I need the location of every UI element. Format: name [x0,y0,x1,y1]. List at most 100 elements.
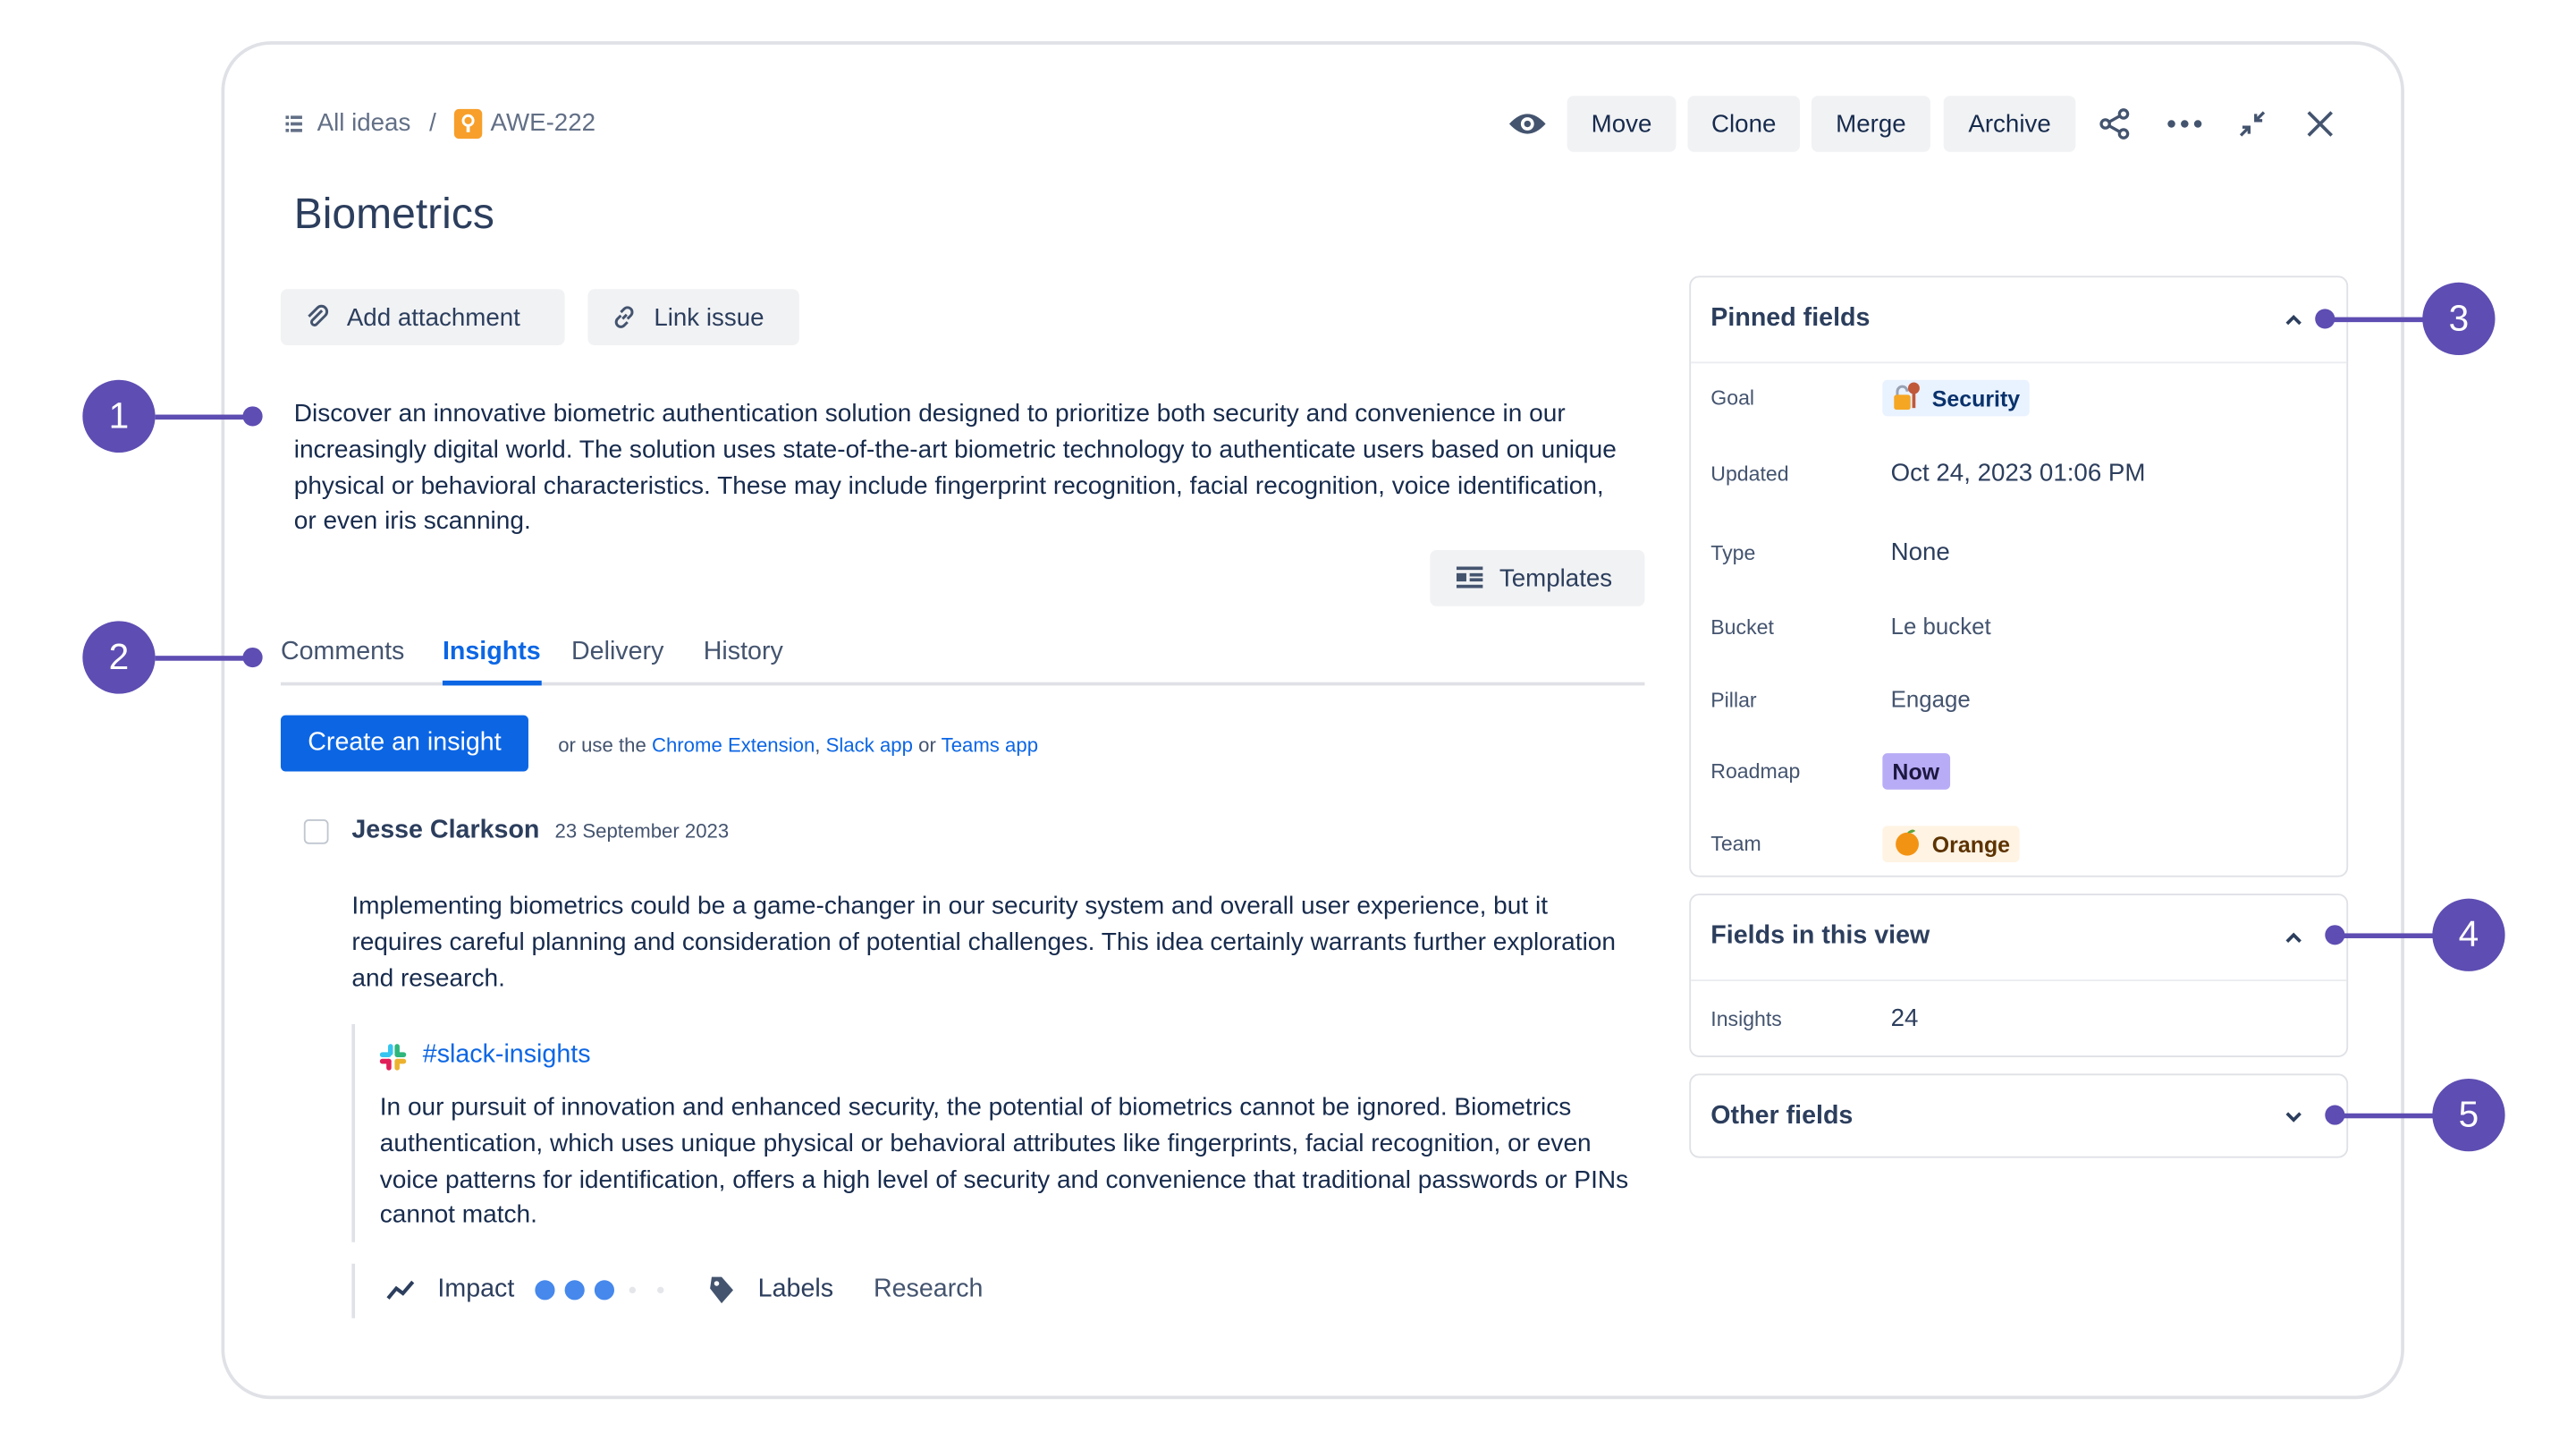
impact-dot-empty [657,1286,664,1294]
templates-label: Templates [1499,563,1613,593]
idea-description[interactable]: Discover an innovative biometric authent… [293,399,1617,537]
field-label-roadmap: Roadmap [1710,759,1801,784]
chevron-down-icon[interactable] [2282,1106,2305,1129]
annotation-dot-1 [242,406,263,427]
insight-checkbox[interactable] [303,819,329,844]
fields-in-view-panel: Fields in this view Insights 24 [1689,894,2349,1057]
goal-value: Security [1931,386,2021,411]
impact-rating[interactable] [535,1275,670,1305]
other-fields-panel[interactable]: Other fields [1689,1073,2349,1158]
type-value[interactable]: None [1890,538,1950,567]
quote-border [351,1024,356,1242]
chevron-up-icon[interactable] [2282,925,2305,948]
lock-key-icon [1892,381,1921,416]
impact-label: Impact [437,1275,515,1304]
idea-title[interactable]: Biometrics [293,188,494,238]
breadcrumb-all-ideas[interactable]: All ideas [317,108,411,138]
add-attachment-button[interactable]: Add attachment [280,289,565,345]
tab-delivery[interactable]: Delivery [570,637,664,666]
chrome-extension-link[interactable]: Chrome Extension [651,733,815,757]
roadmap-now-tag[interactable]: Now [1882,753,1950,790]
clone-button[interactable]: Clone [1687,96,1801,152]
impact-dot-filled [594,1280,615,1301]
teams-app-link[interactable]: Teams app [941,733,1039,757]
insights-count-value: 24 [1890,1004,1919,1033]
list-icon [284,114,304,133]
tab-comments[interactable]: Comments [280,637,405,666]
pinned-fields-title: Pinned fields [1710,303,1871,333]
paperclip-icon [304,304,331,331]
pillar-value[interactable]: Engage [1890,685,1971,712]
impact-dot-empty [629,1286,637,1294]
link-icon [611,304,638,331]
label-tag-research[interactable]: Research [873,1275,984,1304]
move-button[interactable]: Move [1567,96,1677,152]
tag-icon [706,1275,736,1305]
footer-border [351,1263,356,1318]
or-text: or [918,733,936,757]
insight-author: Jesse Clarkson [351,816,540,844]
field-label-bucket: Bucket [1710,615,1774,640]
field-label-goal: Goal [1710,386,1755,411]
field-label-type: Type [1710,541,1756,565]
team-tag[interactable]: Orange [1882,826,2021,863]
impact-trend-icon [384,1277,418,1304]
templates-button[interactable]: Templates [1430,549,1645,606]
annotation-line-1 [155,414,251,420]
collapse-icon[interactable] [2234,106,2271,142]
annotation-dot-2 [242,647,263,668]
tabs-divider [280,682,1645,686]
fields-in-view-header[interactable] [1691,895,2347,981]
field-label-updated: Updated [1710,462,1789,486]
slack-app-link[interactable]: Slack app [825,733,913,757]
annotation-line-3 [2325,317,2428,323]
annotation-marker-5: 5 [2432,1078,2505,1152]
tab-history[interactable]: History [703,637,783,666]
breadcrumb-issue-key[interactable]: AWE-222 [490,108,596,138]
field-label-pillar: Pillar [1710,689,1757,712]
labels-label: Labels [757,1275,834,1304]
field-label-insights: Insights [1710,1007,1782,1031]
watch-eye-icon[interactable] [1506,104,1549,143]
breadcrumb-separator: / [429,108,436,138]
fields-in-view-title: Fields in this view [1710,921,1930,950]
slack-icon [379,1044,407,1071]
annotation-marker-1: 1 [82,379,156,453]
bucket-value[interactable]: Le bucket [1890,613,1991,640]
more-options-icon[interactable] [2165,106,2204,142]
active-tab-indicator [442,680,542,686]
close-icon[interactable] [2302,106,2338,142]
impact-dot-filled [564,1280,585,1301]
goal-tag[interactable]: Security [1882,379,2031,417]
comma: , [815,733,821,757]
annotation-marker-2: 2 [82,621,156,694]
insight-text: Implementing biometrics could be a game-… [351,892,1617,993]
annotation-line-2 [155,656,251,661]
insight-sources: or use the Chrome Extension, Slack app o… [558,733,1038,757]
merge-button[interactable]: Merge [1811,96,1930,152]
templates-icon [1456,566,1483,589]
other-fields-title: Other fields [1710,1101,1854,1131]
share-icon[interactable] [2097,106,2133,142]
updated-value: Oct 24, 2023 01:06 PM [1890,459,2146,487]
link-issue-label: Link issue [654,302,764,332]
create-insight-button[interactable]: Create an insight [280,715,528,772]
insight-quote: In our pursuit of innovation and enhance… [379,1093,1629,1230]
annotation-marker-3: 3 [2422,282,2496,356]
roadmap-value: Now [1892,758,1940,784]
slack-channel-link[interactable]: #slack-insights [422,1040,591,1069]
orange-fruit-icon [1892,826,1921,861]
team-value: Orange [1931,831,2011,857]
field-label-team: Team [1710,832,1761,856]
insight-date: 23 September 2023 [554,819,730,843]
archive-button[interactable]: Archive [1943,96,2076,152]
chevron-up-icon[interactable] [2282,308,2305,331]
impact-dot-filled [535,1280,555,1301]
tab-insights[interactable]: Insights [442,637,541,666]
add-attachment-label: Add attachment [346,302,520,332]
pinned-fields-header[interactable] [1691,277,2347,364]
or-use-text: or use the [558,733,646,757]
annotation-line-5 [2335,1113,2437,1119]
annotation-marker-4: 4 [2432,898,2505,971]
link-issue-button[interactable]: Link issue [587,289,799,345]
